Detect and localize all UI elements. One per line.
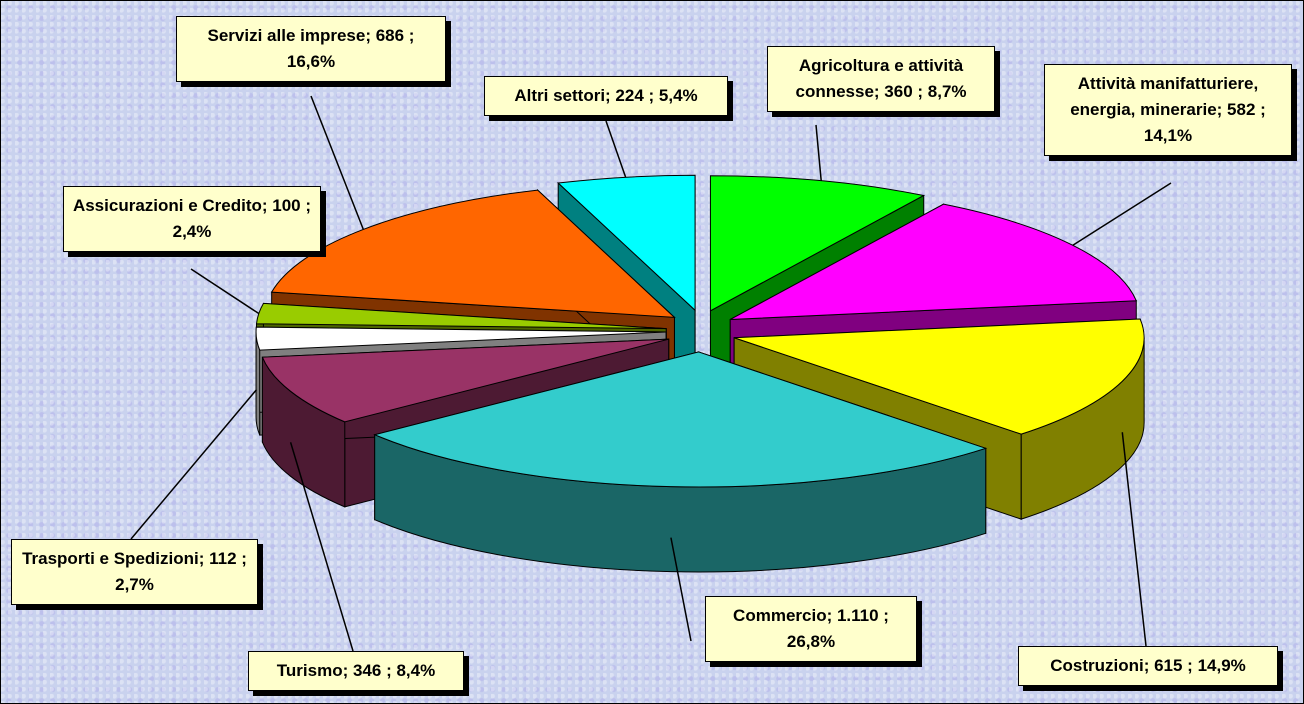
leader-line: [1121, 432, 1147, 647]
slice-top: [255, 302, 667, 330]
slice-top: [270, 189, 676, 318]
slice-top: [733, 318, 1145, 435]
leader-line: [130, 389, 258, 540]
leader-line: [310, 95, 365, 230]
slice-top: [373, 351, 988, 488]
data-label: Commercio; 1.110 ; 26,8%: [705, 596, 917, 662]
leader-line: [815, 124, 822, 181]
slice-top: [261, 338, 669, 423]
data-label: Altri settori; 224 ; 5,4%: [484, 76, 728, 116]
pie-slice: [373, 351, 988, 573]
data-label: Costruzioni; 615 ; 14,9%: [1018, 646, 1278, 686]
data-label: Trasporti e Spedizioni; 112 ; 2,7%: [11, 539, 258, 605]
leader-line: [605, 120, 627, 178]
slice-top: [255, 326, 667, 351]
slice-top: [557, 174, 696, 312]
leader-line: [670, 537, 692, 642]
leader-line: [190, 268, 260, 315]
data-label: Turismo; 346 ; 8,4%: [248, 651, 464, 691]
leader-line: [289, 442, 354, 652]
data-label: Assicurazioni e Credito; 100 ; 2,4%: [63, 186, 321, 252]
leader-line: [1072, 182, 1172, 246]
data-label: Agricoltura e attività connesse; 360 ; 8…: [767, 46, 995, 112]
data-label: Attività manifatturiere, energia, minera…: [1044, 64, 1292, 156]
slice-top: [709, 175, 926, 312]
data-label: Servizi alle imprese; 686 ; 16,6%: [176, 16, 446, 82]
